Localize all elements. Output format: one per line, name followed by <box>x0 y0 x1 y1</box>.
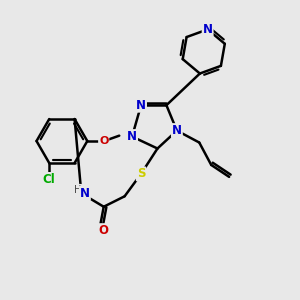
Text: N: N <box>136 99 146 112</box>
Text: S: S <box>137 167 145 180</box>
Text: H: H <box>74 185 81 195</box>
Text: N: N <box>80 187 90 200</box>
Text: N: N <box>202 23 213 36</box>
Text: N: N <box>172 124 182 137</box>
Text: O: O <box>99 136 108 146</box>
Text: N: N <box>127 130 137 143</box>
Text: O: O <box>99 224 109 237</box>
Text: Cl: Cl <box>43 173 56 186</box>
